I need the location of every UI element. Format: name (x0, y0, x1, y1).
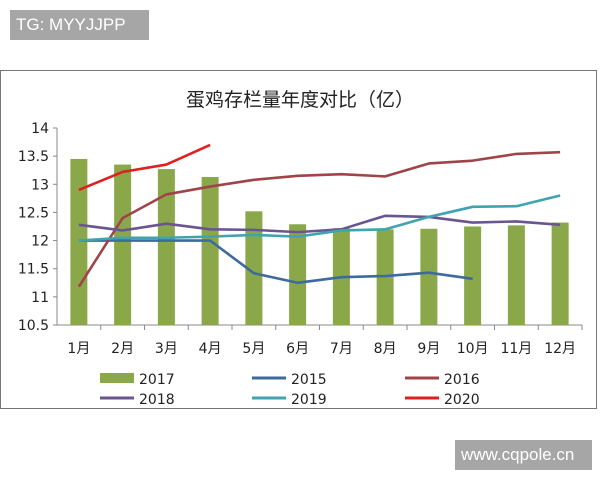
x-tick-label: 4月 (199, 341, 222, 357)
legend-label-2020: 2020 (444, 392, 480, 408)
y-tick-label: 11.5 (18, 262, 49, 278)
x-tick-label: 11月 (500, 341, 532, 357)
legend-label-2015: 2015 (291, 372, 327, 388)
bar-2017-10 (464, 226, 482, 325)
x-tick-label: 3月 (155, 341, 178, 357)
bar-2017-9 (420, 228, 438, 325)
x-tick-label: 7月 (330, 341, 353, 357)
bar-2017-5 (245, 211, 263, 325)
legend-label-2016: 2016 (444, 372, 480, 388)
line-2016 (77, 150, 561, 288)
y-tick-label: 11 (31, 290, 49, 306)
line-2020 (78, 143, 211, 192)
line-2019 (78, 194, 561, 242)
line-2018 (78, 214, 561, 234)
legend-swatch-2017 (100, 373, 134, 383)
x-tick-label: 12月 (544, 341, 576, 357)
chart-title: 蛋鸡存栏量年度对比（亿） (186, 89, 414, 111)
bar-2017-12 (551, 222, 569, 325)
x-tick-label: 5月 (242, 341, 265, 357)
bar-2017-6 (289, 224, 307, 325)
y-tick-label: 14 (31, 121, 49, 137)
y-tick-label: 12.5 (18, 205, 49, 221)
x-tick-label: 2月 (111, 341, 134, 357)
x-tick-label: 9月 (417, 341, 440, 357)
y-tick-label: 13.5 (18, 149, 49, 165)
bar-2017-4 (201, 176, 219, 325)
watermark-top-left: TG: MYYJJPP (10, 10, 149, 40)
line-2015 (78, 239, 473, 285)
watermark-bottom-right: www.cqpole.cn (455, 440, 592, 470)
legend-label-2018: 2018 (139, 392, 175, 408)
bar-2017-2 (114, 164, 132, 325)
y-tick-label: 13 (31, 177, 49, 193)
x-tick-label: 10月 (457, 341, 489, 357)
x-tick-label: 8月 (374, 341, 397, 357)
x-tick-label: 6月 (286, 341, 309, 357)
chart-frame (0, 70, 597, 409)
y-tick-label: 12 (31, 234, 49, 250)
legend-label-2017: 2017 (139, 372, 175, 388)
bar-2017-3 (157, 169, 175, 325)
bar-2017-1 (70, 158, 88, 325)
x-tick-label: 1月 (67, 341, 90, 357)
bar-2017-11 (507, 225, 525, 325)
y-tick-label: 10.5 (18, 318, 49, 334)
legend-label-2019: 2019 (291, 392, 327, 408)
